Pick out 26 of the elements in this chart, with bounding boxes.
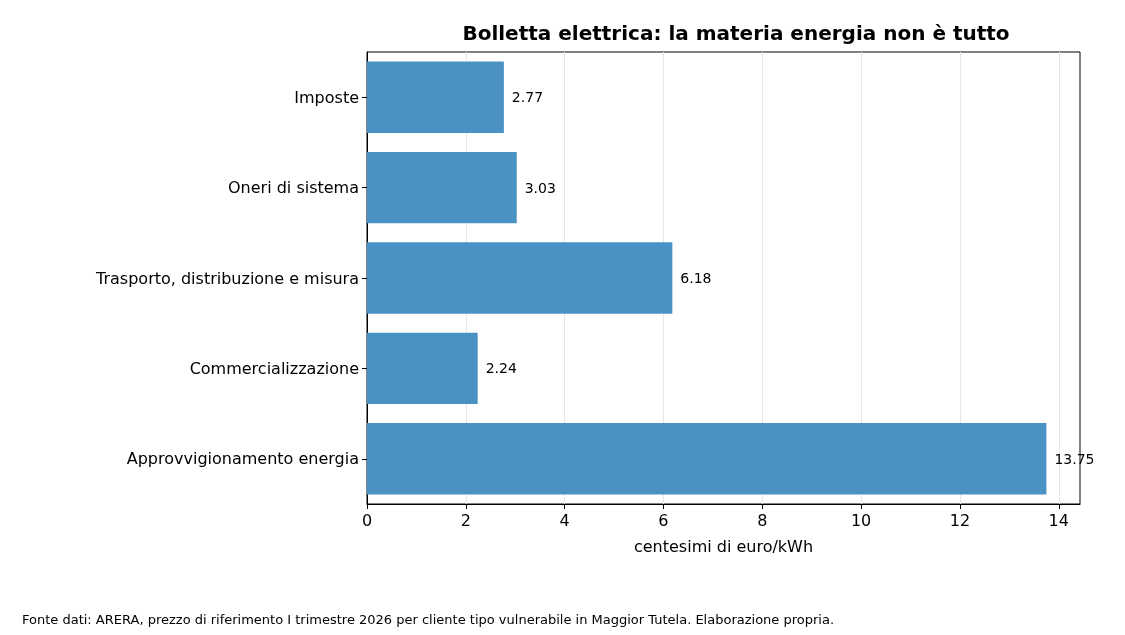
bar bbox=[367, 332, 478, 405]
y-tick-label: Oneri di sistema bbox=[228, 178, 359, 198]
x-tick-label: 8 bbox=[757, 510, 768, 530]
y-tick-label: Commercializzazione bbox=[189, 358, 359, 378]
data-label: 2.24 bbox=[485, 360, 517, 377]
y-tick-label: Imposte bbox=[294, 87, 359, 107]
y-tick-label: Approvvigionamento energia bbox=[126, 449, 359, 469]
data-label: 6.18 bbox=[680, 270, 712, 286]
data-label: 3.03 bbox=[524, 179, 556, 196]
x-tick-label: 2 bbox=[460, 510, 471, 530]
x-tick-label: 12 bbox=[949, 510, 971, 530]
x-tick-label: 4 bbox=[559, 510, 570, 530]
y-tick-label: Trasporto, distribuzione e misura bbox=[95, 268, 359, 288]
x-tick-label: 0 bbox=[361, 510, 373, 530]
data-label: 13.75 bbox=[1054, 450, 1095, 467]
bar bbox=[367, 423, 1047, 495]
x-tick-label: 14 bbox=[1048, 510, 1069, 530]
chart-title: Bolletta elettrica: la materia energia non è tutto bbox=[462, 21, 1010, 45]
source-note: Fonte dati: ARERA, prezzo di riferimento I trimestre 2026 per cliente tipo vulnerabile in Maggior Tutela. Elaborazione propria. bbox=[22, 612, 835, 627]
x-tick-label: 6 bbox=[658, 510, 669, 530]
bar bbox=[367, 61, 504, 133]
data-label: 2.77 bbox=[511, 89, 544, 106]
bar bbox=[367, 151, 517, 224]
bar bbox=[367, 242, 673, 314]
x-axis-title: centesimi di euro/kWh bbox=[633, 536, 814, 556]
x-tick-label: 10 bbox=[850, 510, 872, 530]
